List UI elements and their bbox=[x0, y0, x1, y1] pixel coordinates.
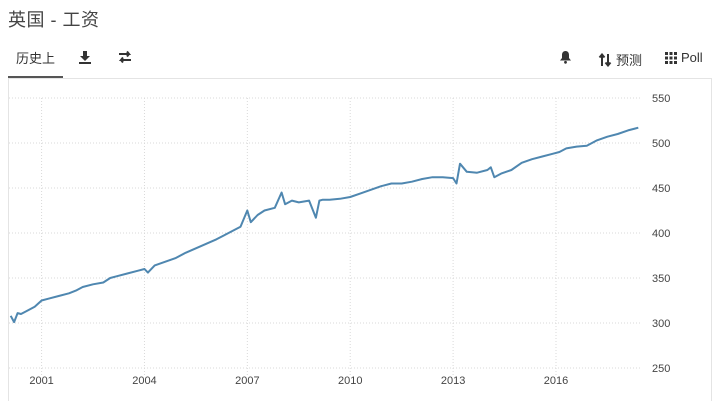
y-tick-label: 300 bbox=[652, 318, 670, 330]
y-tick-label: 500 bbox=[652, 138, 670, 150]
x-tick-label: 2001 bbox=[29, 375, 53, 387]
y-tick-label: 450 bbox=[652, 183, 670, 195]
grid-icon bbox=[665, 51, 677, 64]
bell-icon[interactable] bbox=[559, 50, 572, 67]
poll-button[interactable]: Poll bbox=[665, 50, 703, 65]
sort-arrows-icon bbox=[598, 52, 612, 67]
download-icon[interactable] bbox=[78, 50, 92, 67]
y-tick-label: 350 bbox=[652, 273, 670, 285]
toolbar-divider bbox=[8, 78, 712, 79]
x-tick-label: 2007 bbox=[235, 375, 259, 387]
chart-container: 250 300 350 400 450 500 550 2001 2004 2007 2010 201… bbox=[8, 79, 712, 401]
series-line bbox=[9, 126, 639, 324]
forecast-button[interactable]: 预测 bbox=[598, 50, 642, 69]
x-tick-label: 2013 bbox=[441, 375, 465, 387]
page-title: 英国 - 工资 bbox=[8, 10, 100, 30]
x-tick-label: 2004 bbox=[132, 375, 156, 387]
tab-history[interactable]: 历史上 bbox=[8, 44, 64, 78]
forecast-label: 预测 bbox=[616, 53, 643, 68]
x-tick-label: 2016 bbox=[544, 375, 568, 387]
y-tick-label: 400 bbox=[652, 228, 670, 240]
y-tick-label: 550 bbox=[652, 93, 670, 105]
chart-toolbar: 历史上 预测 Poll bbox=[0, 44, 720, 78]
wage-line-chart: 250 300 350 400 450 500 550 2001 2004 2007 2010 201… bbox=[9, 93, 670, 387]
poll-label: Poll bbox=[681, 50, 703, 65]
compare-arrows-icon[interactable] bbox=[117, 50, 133, 67]
x-tick-label: 2010 bbox=[338, 375, 362, 387]
y-tick-label: 250 bbox=[652, 363, 670, 375]
